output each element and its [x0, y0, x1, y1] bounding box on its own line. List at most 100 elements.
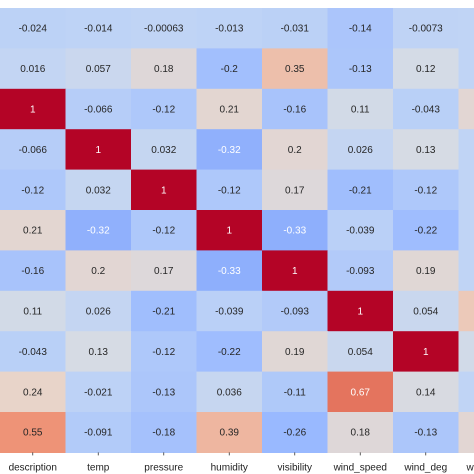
heatmap-cell-label: 1 — [292, 266, 298, 277]
heatmap-cell-label: -0.16 — [21, 266, 44, 277]
heatmap-cell-label: -0.021 — [84, 387, 113, 398]
heatmap-cell — [196, 8, 263, 49]
heatmap-cell-label: 0.032 — [151, 145, 176, 156]
heatmap-cell — [458, 169, 474, 211]
heatmap-cell — [458, 48, 474, 90]
heatmap-cell — [262, 331, 329, 373]
heatmap-cell — [0, 169, 67, 211]
heatmap-cell — [327, 48, 394, 90]
heatmap-cell — [393, 48, 460, 90]
heatmap-cell — [65, 290, 132, 332]
x-axis-tick-label: visibility — [278, 462, 312, 473]
heatmap-cell-label: -0.091 — [84, 428, 113, 439]
heatmap-cell-label: -0.13 — [414, 428, 437, 439]
heatmap-cell-label: 0.18 — [154, 64, 174, 75]
heatmap-cell-label: 1 — [30, 105, 36, 116]
heatmap-cell — [262, 412, 329, 453]
heatmap-cell — [327, 331, 394, 373]
heatmap-cell — [327, 412, 394, 453]
x-axis-tick-label: temp — [87, 462, 110, 473]
heatmap-cell-label: -0.093 — [346, 266, 375, 277]
heatmap-cell — [393, 250, 460, 292]
heatmap-cell-label: -0.12 — [21, 185, 44, 196]
heatmap-cell — [65, 8, 132, 49]
heatmap-cell — [0, 129, 67, 171]
heatmap-cell — [196, 210, 263, 251]
heatmap-cell — [65, 250, 132, 292]
heatmap-cell — [262, 210, 329, 251]
heatmap-cell-label: 0.026 — [348, 145, 373, 156]
heatmap-cell — [393, 290, 460, 332]
heatmap-cell — [0, 331, 67, 373]
heatmap-cell-label: 0.2 — [91, 266, 105, 277]
heatmap-cell — [131, 8, 198, 49]
heatmap-cell-label: -0.22 — [218, 347, 241, 358]
heatmap-cell — [262, 88, 329, 130]
heatmap-cell-label: 0.11 — [351, 105, 370, 116]
heatmap-cell-label: 0.032 — [86, 185, 111, 196]
heatmap-cell — [131, 371, 198, 413]
heatmap-cell — [131, 48, 198, 90]
heatmap-cell — [393, 8, 460, 49]
heatmap-cell-label: 0.11 — [23, 307, 42, 318]
heatmap-cell-label: 0.2 — [288, 145, 302, 156]
heatmap-cell — [131, 129, 198, 171]
heatmap-cell — [65, 331, 132, 373]
heatmap-cell — [458, 371, 474, 413]
heatmap-cell-label: -0.00063 — [144, 24, 184, 35]
heatmap-cell-label: 0.67 — [351, 387, 371, 398]
heatmap-cell — [327, 210, 394, 251]
heatmap-cell-label: -0.21 — [152, 307, 175, 318]
heatmap-cell — [262, 8, 329, 49]
heatmap-cell — [131, 290, 198, 332]
heatmap-cell-label: 0.21 — [23, 226, 43, 237]
heatmap-cell-label: 0.24 — [23, 387, 43, 398]
heatmap-cell-label: 1 — [161, 185, 167, 196]
heatmap-cell — [327, 129, 394, 171]
heatmap-cell-label: -0.0073 — [409, 24, 443, 35]
heatmap-cell-label: 1 — [423, 347, 429, 358]
heatmap-cell — [458, 210, 474, 251]
heatmap-cell-label: 1 — [95, 145, 101, 156]
heatmap-cell-label: -0.22 — [414, 226, 437, 237]
heatmap-cell-label: -0.14 — [349, 24, 372, 35]
x-axis-tick-label: pressure — [144, 462, 183, 473]
heatmap-cell-label: -0.33 — [283, 226, 306, 237]
heatmap-cell-label: 1 — [357, 307, 363, 318]
heatmap-cell — [393, 412, 460, 453]
heatmap-cell-label: 0.14 — [416, 387, 436, 398]
heatmap-cell — [458, 290, 474, 332]
heatmap-cell — [0, 412, 67, 453]
heatmap-cell-label: 0.19 — [285, 347, 305, 358]
heatmap-cell — [65, 88, 132, 130]
heatmap-cell — [262, 371, 329, 413]
heatmap-cell — [327, 88, 394, 130]
heatmap-cell — [262, 169, 329, 211]
x-axis-tick-label: description — [9, 462, 57, 473]
x-axis-tick-label: humidity — [211, 462, 248, 473]
heatmap-cell-label: -0.043 — [412, 105, 441, 116]
heatmap-cell-label: 0.12 — [416, 64, 436, 75]
heatmap-cell — [458, 412, 474, 453]
heatmap-cell-label: 0.036 — [217, 387, 242, 398]
heatmap-cell-label: 1 — [226, 226, 232, 237]
heatmap-cell — [262, 48, 329, 90]
heatmap-cell-label: -0.066 — [19, 145, 48, 156]
heatmap-cell-label: -0.33 — [218, 266, 241, 277]
heatmap-cell — [393, 210, 460, 251]
heatmap-cell-label: -0.014 — [84, 24, 113, 35]
heatmap-cell-label: -0.12 — [414, 185, 437, 196]
heatmap-cell-label: 0.054 — [413, 307, 438, 318]
heatmap-cell-label: 0.55 — [23, 428, 43, 439]
heatmap-cell — [262, 129, 329, 171]
heatmap-cell — [131, 88, 198, 130]
heatmap-cell — [327, 250, 394, 292]
heatmap-cell-label: 0.35 — [285, 64, 305, 75]
heatmap-cell-label: 0.016 — [20, 64, 45, 75]
heatmap-cell — [262, 250, 329, 292]
heatmap-cell — [458, 88, 474, 130]
heatmap-cell-label: -0.21 — [349, 185, 372, 196]
heatmap-cell — [196, 88, 263, 130]
heatmap-cell — [0, 88, 67, 130]
heatmap-cell-label: -0.26 — [283, 428, 306, 439]
